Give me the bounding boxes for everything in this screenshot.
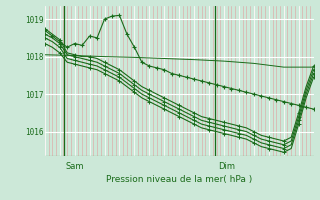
Text: Sam: Sam xyxy=(66,162,84,171)
X-axis label: Pression niveau de la mer( hPa ): Pression niveau de la mer( hPa ) xyxy=(106,175,252,184)
Text: Dim: Dim xyxy=(218,162,235,171)
